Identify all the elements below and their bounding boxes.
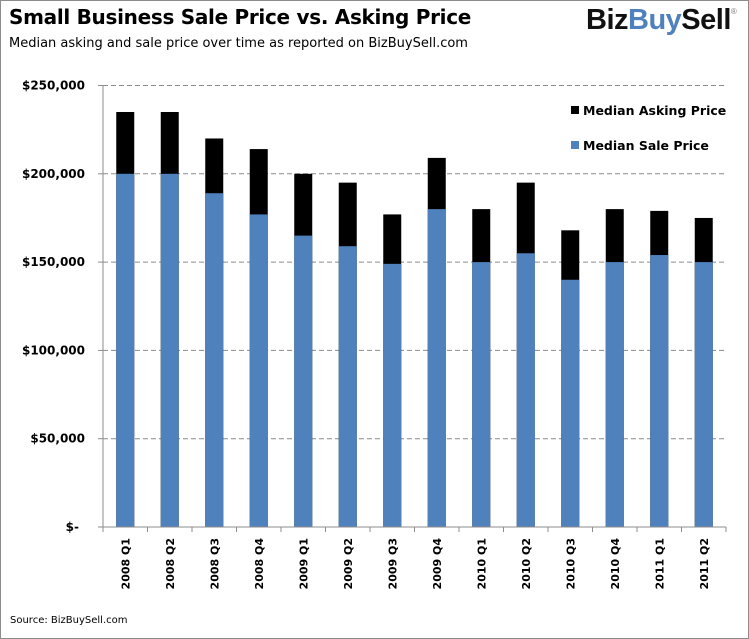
- x-tick-label: 2011 Q2: [698, 538, 711, 589]
- x-tick-label: 2009 Q2: [342, 538, 355, 589]
- legend-label: Median Asking Price: [583, 103, 726, 118]
- source-note: Source: BizBuySell.com: [10, 615, 128, 626]
- chart-subtitle: Median asking and sale price over time a…: [9, 36, 468, 51]
- sale-price-bar: [383, 263, 402, 527]
- sale-price-bar: [160, 173, 179, 528]
- x-tick-label: 2010 Q2: [520, 538, 533, 589]
- sale-price-bar: [472, 262, 491, 527]
- logo-biz: Biz: [586, 4, 629, 36]
- logo-buy: Buy: [628, 4, 682, 36]
- logo-sell: Sell: [681, 4, 731, 36]
- bizbuysell-logo: BizBuySell®: [586, 4, 737, 37]
- sale-price-bar: [694, 262, 713, 527]
- sale-price-bar: [116, 173, 135, 528]
- y-tick-label: $200,000: [22, 167, 85, 181]
- chart-title: Small Business Sale Price vs. Asking Pri…: [9, 5, 472, 29]
- sale-price-bar: [338, 246, 357, 527]
- y-tick-label: $50,000: [30, 432, 85, 446]
- y-tick-label: $250,000: [22, 79, 85, 93]
- registered-mark: ®: [730, 7, 737, 16]
- x-tick-label: 2008 Q1: [119, 538, 132, 589]
- legend-swatch: [571, 106, 579, 114]
- x-tick-label: 2008 Q2: [164, 538, 177, 589]
- x-tick-label: 2008 Q3: [208, 538, 221, 589]
- x-tick-label: 2010 Q1: [475, 538, 488, 589]
- sale-price-bar: [605, 262, 624, 527]
- x-tick-label: 2008 Q4: [253, 538, 266, 590]
- x-tick-label: 2009 Q1: [297, 538, 310, 589]
- sale-price-bar: [249, 214, 268, 527]
- x-tick-label: 2010 Q4: [609, 538, 622, 590]
- x-tick-label: 2009 Q4: [431, 538, 444, 590]
- sale-price-bar: [205, 193, 224, 527]
- y-tick-label: $150,000: [22, 255, 85, 269]
- sale-price-bar: [561, 279, 580, 527]
- sale-price-bar: [516, 253, 535, 527]
- legend-swatch: [571, 141, 579, 149]
- sale-price-bar: [427, 209, 446, 527]
- sale-price-bar: [650, 255, 669, 527]
- x-tick-label: 2011 Q1: [653, 538, 666, 589]
- y-tick-label: $-: [66, 520, 79, 534]
- sale-price-bar: [294, 235, 313, 528]
- x-tick-label: 2010 Q3: [564, 538, 577, 589]
- y-tick-label: $100,000: [22, 343, 85, 357]
- legend-label: Median Sale Price: [583, 138, 709, 153]
- x-tick-label: 2009 Q3: [386, 538, 399, 589]
